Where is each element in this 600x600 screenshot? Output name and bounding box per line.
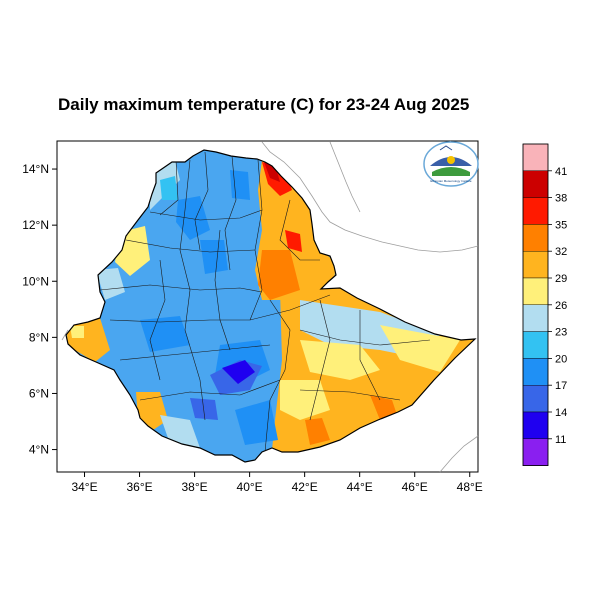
lon-tick-label: 48°E [457,480,483,494]
colorbar-label: 20 [555,353,567,365]
colorbar-label: 17 [555,380,567,392]
latitude-ticks: 4°N 6°N 8°N 10°N 12°N 14°N [22,162,57,457]
colorbar-label: 35 [555,219,567,231]
lon-tick-label: 34°E [71,480,97,494]
colorbar-swatch [522,143,549,171]
colorbar-legend: 41 38 35 32 29 26 23 20 17 14 11 [522,143,567,467]
colorbar-label: 14 [555,407,567,419]
colorbar-label: 26 [555,300,567,312]
colorbar-swatch [522,197,549,225]
lat-tick-label: 6°N [29,386,49,400]
lon-tick-label: 44°E [347,480,373,494]
zone-boundaries [99,151,431,453]
temperature-field [66,150,475,462]
lon-tick-label: 42°E [292,480,318,494]
colorbar-swatch [522,250,549,279]
logo-text: Ethiopian Meteorology Institute [430,179,472,183]
colorbar-label: 38 [555,193,567,205]
lat-tick-label: 14°N [22,162,49,176]
lat-tick-label: 4°N [29,443,49,457]
lat-tick-label: 12°N [22,218,49,232]
colorbar-swatch [522,411,549,439]
colorbar-swatch [522,304,549,332]
lon-tick-label: 40°E [237,480,263,494]
plot-frame [56,140,479,473]
colorbar-swatch [522,224,549,252]
lat-tick-label: 10°N [22,274,49,288]
colorbar-swatch [522,331,549,359]
colorbar-label: 29 [555,273,567,285]
map-title: Daily maximum temperature (C) for 23-24 … [58,95,470,114]
colorbar-swatch [522,277,549,305]
colorbar-swatch [522,385,549,413]
colorbar-label: 11 [555,434,566,446]
lon-tick-label: 38°E [182,480,208,494]
longitude-ticks: 34°E 36°E 38°E 40°E 42°E 44°E 46°E 48°E [71,472,483,494]
colorbar-swatch [522,358,549,386]
ethiopia-border [65,149,477,463]
lat-tick-label: 8°N [29,330,49,344]
colorbar-label: 32 [555,246,567,258]
logo-emblem-icon: Ethiopian Meteorology Institute [423,141,479,187]
colorbar-swatch [522,438,549,466]
lon-tick-label: 46°E [402,480,428,494]
colorbar-swatch [522,170,549,198]
colorbar-label: 41 [555,166,567,178]
colorbar-label: 23 [555,327,567,339]
lon-tick-label: 36°E [126,480,152,494]
